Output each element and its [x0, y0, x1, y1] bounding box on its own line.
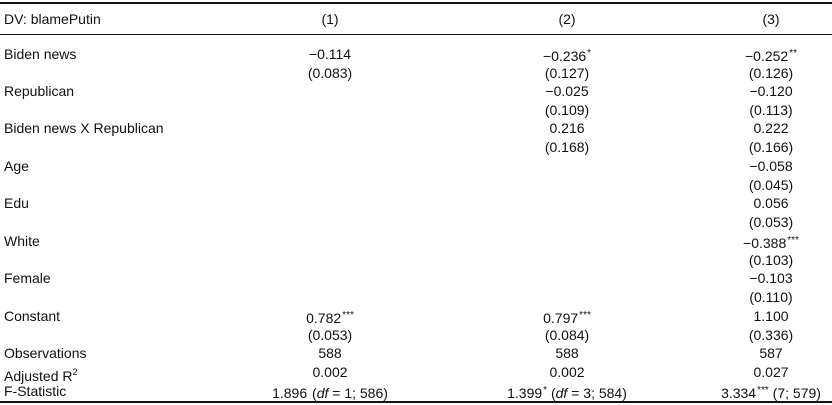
row-label-observations: Observations: [4, 345, 87, 361]
top-rule: [0, 2, 832, 4]
coef-female-c3: −0.103: [749, 270, 793, 286]
dv-label: DV: blamePutin: [4, 11, 101, 27]
se-constant-c2: (0.084): [544, 327, 590, 343]
coef-constant-c2: 0.797***: [543, 310, 591, 326]
se-constant-c1: (0.053): [307, 327, 353, 343]
observations-c3: 587: [759, 345, 783, 361]
se-interaction-c3: (0.166): [748, 139, 794, 155]
column-header-3: (3): [762, 11, 780, 27]
se-white-c3: (0.103): [748, 252, 794, 268]
row-label-edu: Edu: [4, 195, 29, 211]
observations-c1: 588: [318, 345, 342, 361]
coef-republican-c2: −0.025: [545, 83, 589, 99]
coef-interaction-c3: 0.222: [753, 120, 789, 136]
row-label-adjusted-r2: Adjusted R2: [4, 367, 78, 384]
coef-age-c3: −0.058: [749, 158, 793, 174]
se-biden-c3: (0.126): [748, 65, 794, 81]
se-biden-c2: (0.127): [544, 65, 590, 81]
adjusted-r2-c3: 0.027: [753, 364, 789, 380]
coef-edu-c3: 0.056: [753, 195, 789, 211]
coef-biden-c3: −0.252**: [744, 48, 798, 64]
adjusted-r2-c2: 0.002: [549, 364, 585, 380]
row-label-republican: Republican: [4, 83, 75, 99]
se-constant-c3: (0.336): [748, 327, 794, 343]
se-edu-c3: (0.053): [748, 214, 794, 230]
coef-white-c3: −0.388***: [743, 235, 799, 251]
row-label-f-statistic: F-Statistic: [4, 383, 67, 399]
se-female-c3: (0.110): [749, 289, 793, 305]
observations-c2: 588: [555, 345, 579, 361]
adjusted-r2-c1: 0.002: [312, 364, 348, 380]
f-statistic-c2: 1.399* (df = 3; 584): [507, 385, 627, 401]
column-header-1: (1): [321, 11, 339, 27]
coef-biden-c1: −0.114: [308, 46, 352, 62]
coef-constant-c3: 1.100: [753, 308, 789, 324]
f-statistic-c1: 1.896 (df = 1; 586): [272, 385, 388, 401]
se-biden-c1: (0.083): [307, 65, 353, 81]
row-label-interaction: Biden news X Republican: [4, 120, 164, 136]
row-label-constant: Constant: [4, 308, 61, 324]
se-age-c3: (0.045): [748, 177, 794, 193]
se-interaction-c2: (0.168): [544, 139, 590, 155]
coef-interaction-c2: 0.216: [549, 120, 585, 136]
coef-republican-c3: −0.120: [749, 83, 793, 99]
row-label-white: White: [4, 233, 40, 249]
coef-biden-c2: −0.236*: [542, 48, 592, 64]
row-label-biden-news: Biden news: [4, 46, 77, 62]
row-label-female: Female: [4, 270, 51, 286]
se-republican-c3: (0.113): [749, 102, 793, 118]
column-header-2: (2): [558, 11, 576, 27]
se-republican-c2: (0.109): [544, 102, 590, 118]
bottom-rule: [0, 401, 832, 403]
f-statistic-c3: 3.334*** (7; 579): [721, 385, 821, 401]
row-label-age: Age: [4, 158, 29, 174]
coef-constant-c1: 0.782***: [306, 310, 354, 326]
header-rule: [0, 34, 832, 35]
